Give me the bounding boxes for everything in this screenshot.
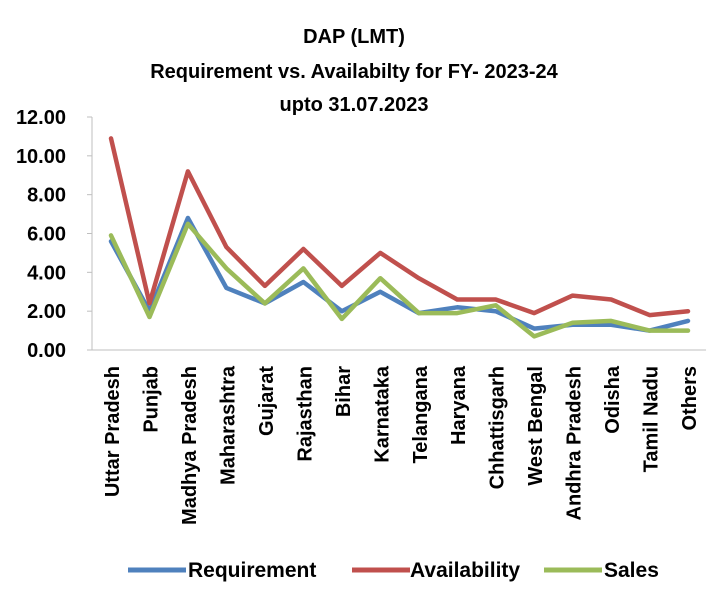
y-tick-label: 0.00	[27, 340, 66, 362]
x-tick-label: Maharashtra	[217, 365, 239, 485]
chart-title-line-1: DAP (LMT)	[303, 26, 405, 48]
chart-title-line-2: Requirement vs. Availabilty for FY- 2023…	[150, 61, 558, 83]
x-tick-label: Odisha	[602, 365, 624, 434]
x-tick-label: Madhya Pradesh	[179, 366, 201, 525]
x-tick-label: Haryana	[448, 365, 470, 445]
x-tick-label: West Bengal	[525, 366, 547, 486]
y-tick-label: 4.00	[27, 262, 66, 284]
legend-label-sales: Sales	[604, 559, 659, 582]
x-tick-label: Others	[679, 366, 701, 430]
chart-title-line-3: upto 31.07.2023	[279, 94, 429, 116]
x-tick-label: Rajasthan	[294, 366, 316, 462]
y-tick-label: 2.00	[27, 301, 66, 323]
series-line-availability	[108, 136, 691, 318]
x-tick-label: Tamil Nadu	[641, 366, 663, 472]
legend-label-requirement: Requirement	[188, 559, 316, 582]
y-tick-label: 6.00	[27, 224, 66, 246]
series-line-requirement	[108, 215, 691, 333]
y-tick-label: 8.00	[27, 185, 66, 207]
y-tick-label: 12.00	[16, 107, 66, 129]
series-line-sales	[108, 221, 691, 339]
legend-label-availability: Availability	[410, 559, 520, 582]
x-tick-label: Chhattisgarh	[487, 366, 509, 489]
x-tick-label: Telangana	[410, 365, 432, 463]
x-tick-label: Karnataka	[371, 365, 393, 463]
x-tick-label: Uttar Pradesh	[102, 366, 124, 497]
x-tick-label: Gujarat	[256, 366, 278, 436]
y-tick-label: 10.00	[16, 146, 66, 168]
x-tick-label: Punjab	[140, 366, 162, 433]
x-tick-label: Andhra Pradesh	[564, 366, 586, 520]
x-tick-label: Bihar	[333, 366, 355, 417]
